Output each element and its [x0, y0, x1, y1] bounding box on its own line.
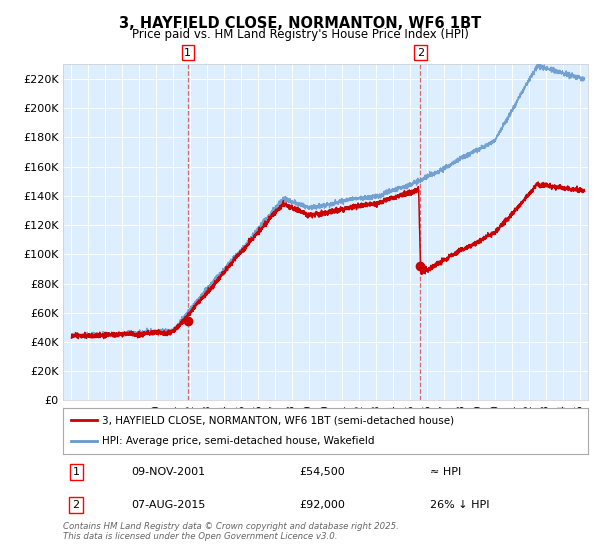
Text: 07-AUG-2015: 07-AUG-2015 — [131, 500, 206, 510]
Text: £92,000: £92,000 — [299, 500, 345, 510]
Text: ≈ HPI: ≈ HPI — [431, 467, 462, 477]
Text: Contains HM Land Registry data © Crown copyright and database right 2025.
This d: Contains HM Land Registry data © Crown c… — [63, 522, 399, 542]
Text: £54,500: £54,500 — [299, 467, 345, 477]
Text: HPI: Average price, semi-detached house, Wakefield: HPI: Average price, semi-detached house,… — [103, 436, 375, 446]
Text: 26% ↓ HPI: 26% ↓ HPI — [431, 500, 490, 510]
Text: 2: 2 — [417, 48, 424, 58]
Text: 1: 1 — [184, 48, 191, 58]
Text: 09-NOV-2001: 09-NOV-2001 — [131, 467, 205, 477]
Text: 1: 1 — [73, 467, 80, 477]
Text: 3, HAYFIELD CLOSE, NORMANTON, WF6 1BT: 3, HAYFIELD CLOSE, NORMANTON, WF6 1BT — [119, 16, 481, 31]
Text: Price paid vs. HM Land Registry's House Price Index (HPI): Price paid vs. HM Land Registry's House … — [131, 28, 469, 41]
Text: 3, HAYFIELD CLOSE, NORMANTON, WF6 1BT (semi-detached house): 3, HAYFIELD CLOSE, NORMANTON, WF6 1BT (s… — [103, 415, 455, 425]
Text: 2: 2 — [73, 500, 80, 510]
